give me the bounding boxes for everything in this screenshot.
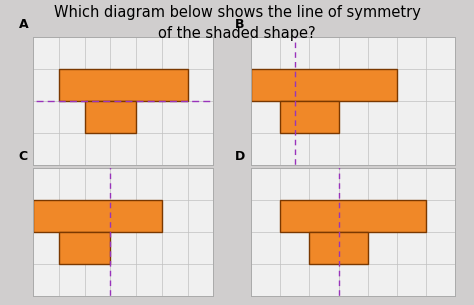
Text: B: B [235, 19, 245, 31]
Bar [251, 69, 397, 101]
Bar [59, 232, 110, 264]
Text: C: C [19, 150, 28, 163]
Text: A: A [19, 19, 28, 31]
Bar [59, 69, 188, 101]
Bar [280, 101, 338, 133]
Bar [85, 101, 136, 133]
Bar [310, 232, 368, 264]
Text: D: D [235, 150, 245, 163]
Text: Which diagram below shows the line of symmetry
of the shaded shape?: Which diagram below shows the line of sy… [54, 5, 420, 41]
Bar [33, 200, 162, 232]
Bar [280, 200, 426, 232]
